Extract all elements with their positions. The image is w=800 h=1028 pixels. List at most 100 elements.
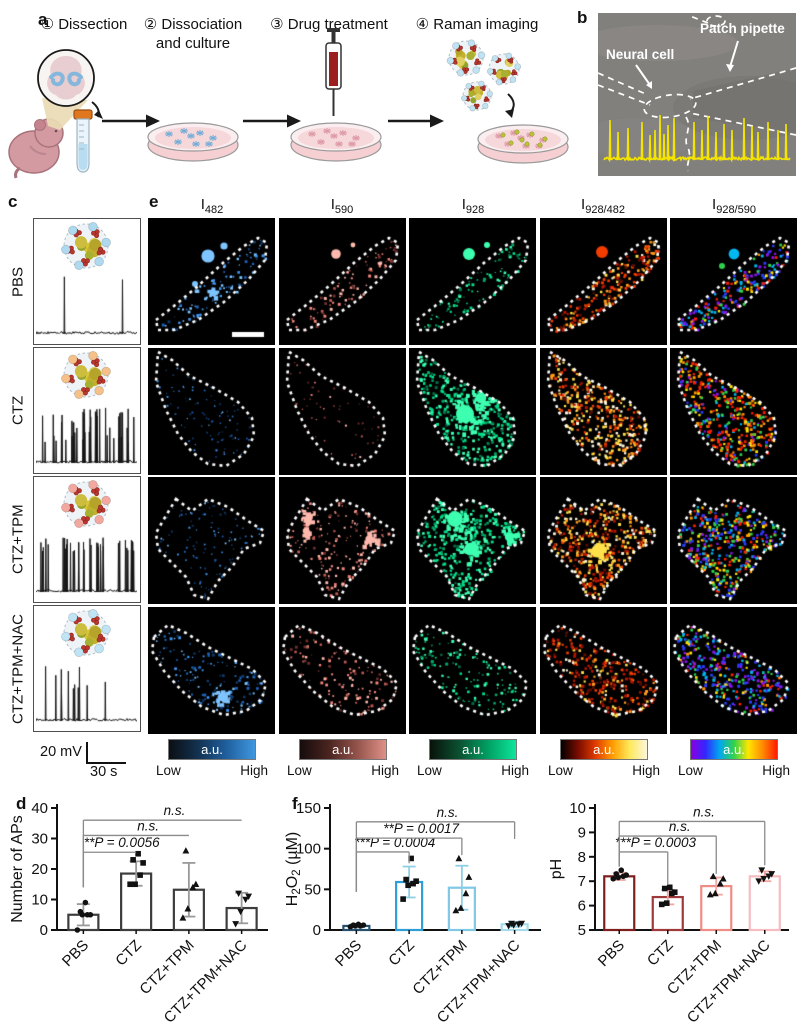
patch-clamp-micrograph: Neural cell Patch pipette — [598, 13, 796, 176]
ephys-trace — [36, 399, 137, 471]
step-2-number: ② — [143, 16, 158, 33]
svg-text:0: 0 — [313, 922, 321, 939]
colorbar-unit: a.u. — [462, 742, 484, 757]
column-header-i928-590: I928/590 — [712, 196, 756, 216]
svg-text:n.s.: n.s. — [164, 803, 186, 818]
panel-label-c: c — [8, 192, 18, 211]
nanoparticle-icon — [61, 222, 111, 270]
ephys-trace — [36, 270, 137, 342]
raman-image-cell — [278, 477, 406, 604]
svg-text:100: 100 — [296, 841, 321, 858]
raman-image-cell — [148, 347, 275, 475]
svg-text:Number of APs: Number of APs — [9, 815, 26, 923]
svg-text:n.s.: n.s. — [137, 818, 159, 833]
raman-image-cell — [148, 606, 275, 734]
colorbar-unit: a.u. — [593, 742, 615, 757]
mouse-pup-icon — [8, 118, 64, 179]
ephys-trace — [36, 528, 137, 600]
petri-dish-raman — [477, 124, 569, 164]
magnifier-cone — [42, 98, 88, 130]
nanoparticle-icon — [61, 351, 111, 399]
svg-text:CTZ: CTZ — [385, 937, 418, 970]
patch-pipette-label: Patch pipette — [700, 21, 785, 36]
column-header-i482: I482 — [200, 196, 224, 216]
svg-text:5: 5 — [578, 922, 586, 939]
petri-dish-drug — [290, 122, 382, 162]
raman-image-cell — [409, 477, 537, 604]
petri-dish-culture — [147, 122, 239, 162]
raman-image-cell — [539, 606, 667, 734]
ephys-trace — [36, 657, 137, 729]
nanoparticle-icon — [446, 39, 486, 77]
scale-bar — [86, 742, 126, 764]
svg-text:n.s.: n.s. — [437, 805, 459, 820]
row-label-ctz-tpm-nac: CTZ+TPM+NAC — [9, 613, 27, 724]
colorbar-green: a.u. Low High — [417, 739, 529, 779]
svg-text:8: 8 — [578, 849, 586, 866]
column-header-i928: I928 — [461, 196, 485, 216]
raman-image-cell — [278, 218, 406, 345]
svg-text:**P = 0.0056: **P = 0.0056 — [84, 835, 160, 850]
scale-bar-mv-label: 20 mV — [40, 744, 82, 760]
raman-image-cell — [539, 218, 667, 345]
ephys-box-ctz — [33, 347, 141, 474]
brain-magnifier-icon — [37, 49, 95, 107]
colorbar-pink: a.u. Low High — [287, 739, 399, 779]
panel-label-b: b — [577, 8, 588, 27]
spike-trace-yellow — [603, 114, 791, 164]
step-4-label: ④ Raman imaging — [415, 16, 539, 33]
step-1-label: ① Dissection — [40, 16, 128, 33]
row-label-pbs: PBS — [9, 266, 27, 297]
svg-text:PBS: PBS — [332, 937, 365, 970]
colorbar-blue: a.u. Low High — [156, 739, 268, 779]
raman-image-cell — [539, 477, 667, 604]
step-2-label: ② Dissociation and culture — [143, 16, 243, 52]
svg-text:n.s.: n.s. — [693, 804, 715, 819]
raman-image-cell — [670, 477, 798, 604]
scale-bar-time-label: 30 s — [90, 764, 118, 780]
step-4-number: ④ — [415, 16, 430, 33]
column-header-i928-482: I928/482 — [581, 196, 625, 216]
flow-arrows — [102, 114, 444, 128]
ephys-box-ctz-tpm — [33, 476, 141, 603]
svg-text:***P = 0.0004: ***P = 0.0004 — [354, 835, 435, 850]
nanoparticle-icon — [61, 480, 111, 528]
tube-icon — [73, 109, 93, 173]
colorbar-unit: a.u. — [332, 742, 354, 757]
nanoparticle-icon — [61, 609, 111, 657]
svg-text:40: 40 — [31, 800, 48, 817]
svg-text:10: 10 — [569, 800, 586, 817]
nanoparticle-icon — [61, 222, 111, 270]
ephys-box-ctz-tpm-nac — [33, 605, 141, 732]
colorbar-unit: a.u. — [723, 742, 745, 757]
raman-image-cell — [409, 606, 537, 734]
step-3-number: ③ — [270, 16, 284, 33]
svg-text:10: 10 — [31, 892, 48, 909]
svg-text:20: 20 — [31, 861, 48, 878]
row-label-ctz-tpm: CTZ+TPM — [9, 504, 27, 575]
row-label-ctz: CTZ — [9, 395, 27, 426]
panel-label-f: f — [292, 794, 298, 813]
workflow-illustration — [8, 28, 569, 179]
syringe-icon — [325, 28, 342, 116]
column-header-i590: I590 — [330, 196, 354, 216]
nanoparticle-cluster — [446, 39, 522, 112]
svg-text:CTZ: CTZ — [644, 937, 677, 970]
svg-text:150: 150 — [296, 800, 321, 817]
svg-text:50: 50 — [304, 881, 321, 898]
raman-image-cell — [670, 218, 798, 345]
raman-image-cell — [539, 347, 667, 475]
svg-text:H2O2 (µM): H2O2 (µM) — [285, 832, 303, 906]
svg-text:CTZ: CTZ — [112, 937, 145, 970]
svg-text:PBS: PBS — [595, 937, 628, 970]
colorbar-jet: a.u. Low High — [678, 739, 790, 779]
svg-text:**P = 0.0017: **P = 0.0017 — [383, 821, 459, 836]
nanoparticle-icon — [486, 52, 522, 86]
nanoparticle-icon — [61, 351, 111, 399]
raman-image-cell — [670, 347, 798, 475]
svg-text:n.s.: n.s. — [669, 819, 691, 834]
